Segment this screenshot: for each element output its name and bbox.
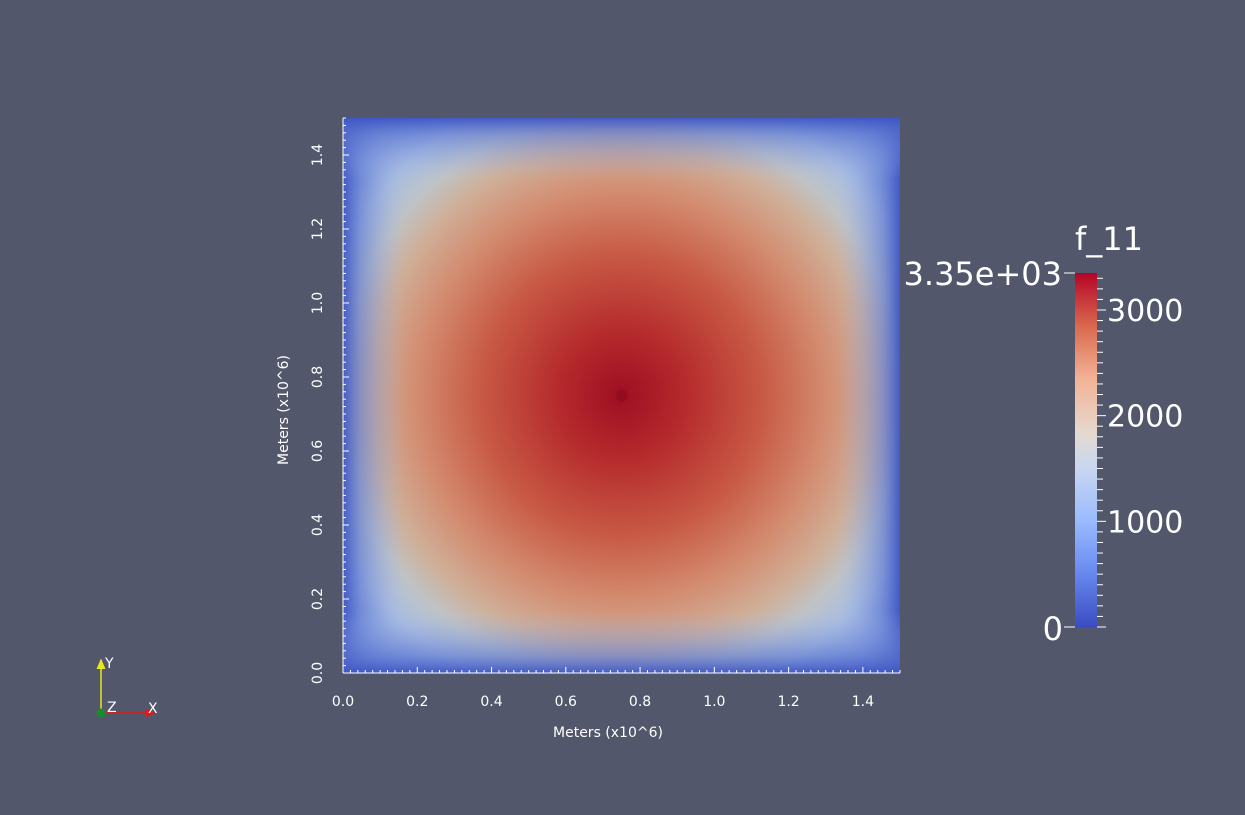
y-tick-label: 0.0	[310, 662, 326, 684]
y-tick-label: 0.6	[310, 440, 326, 462]
colorbar-tick-label: 3000	[1107, 294, 1183, 329]
colorbar-title: f_11	[1075, 220, 1143, 258]
orientation-z-label: Z	[107, 700, 117, 716]
x-tick-label: 1.4	[852, 694, 874, 710]
x-tick-label: 0.0	[332, 694, 354, 710]
x-tick-label: 0.8	[629, 694, 651, 710]
colorbar-tick-label: 2000	[1107, 400, 1183, 435]
x-tick-label: 1.2	[777, 694, 799, 710]
x-axis: 0.0 0.2 0.4 0.6 0.8 1.0 1.2 1.4	[332, 667, 901, 710]
y-tick-label: 1.0	[310, 292, 326, 314]
peak-marker	[615, 389, 628, 402]
y-tick-label: 0.4	[310, 514, 326, 536]
colorbar-ticks: 1000 2000 3000	[1064, 272, 1183, 628]
x-axis-label: Meters (x10^6)	[553, 725, 663, 741]
x-tick-label: 0.2	[406, 694, 428, 710]
x-tick-label: 0.4	[480, 694, 502, 710]
y-axis-label: Meters (x10^6)	[276, 355, 292, 465]
z-direction-dot	[96, 708, 106, 718]
orientation-y-label: Y	[104, 656, 114, 672]
orientation-axes[interactable]: X Y Z	[96, 656, 159, 718]
y-tick-label: 0.8	[310, 366, 326, 388]
colorbar-min-label: 0	[1043, 610, 1063, 648]
x-tick-label: 1.0	[703, 694, 725, 710]
colorbar-tick-label: 1000	[1107, 505, 1183, 540]
colorbar-max-label: 3.35e+03	[904, 255, 1062, 293]
y-tick-label: 1.2	[310, 218, 326, 240]
colorbar[interactable]: f_11 1000 2000 3000 3.35e+03 0	[904, 220, 1184, 648]
x-tick-label: 0.6	[555, 694, 577, 710]
y-tick-label: 1.4	[310, 144, 326, 166]
orientation-x-label: X	[148, 701, 158, 717]
y-tick-label: 0.2	[310, 588, 326, 610]
colorbar-bar	[1075, 273, 1097, 627]
y-axis: 0.0 0.2 0.4 0.6 0.8 1.0 1.2 1.4	[310, 117, 349, 684]
